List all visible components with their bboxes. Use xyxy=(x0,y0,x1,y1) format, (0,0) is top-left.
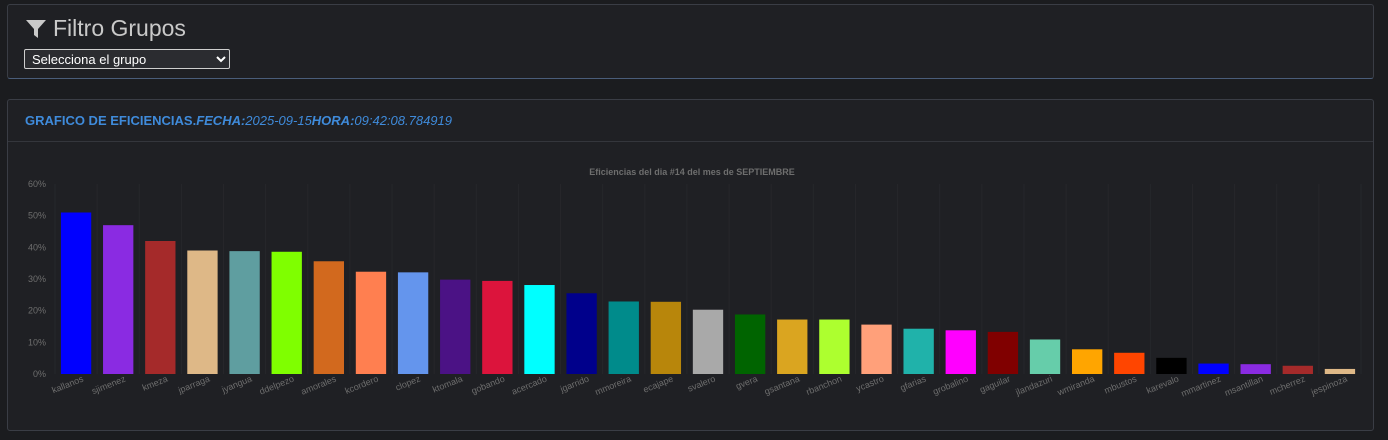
x-tick-label: sjimenez xyxy=(90,373,127,396)
bar-karevalo[interactable] xyxy=(1156,357,1187,374)
filter-heading: Filtro Grupos xyxy=(25,15,186,42)
x-tick-label: ktomala xyxy=(431,374,464,395)
x-tick-label: gobando xyxy=(470,374,506,396)
hora-value: 09:42:08.784919 xyxy=(354,113,453,128)
bar-mmoreira[interactable] xyxy=(608,301,639,374)
bar-clopez[interactable] xyxy=(397,272,429,374)
bar-msantillan[interactable] xyxy=(1240,364,1271,374)
bar-gfarias[interactable] xyxy=(903,328,934,374)
x-tick-label: kmeza xyxy=(141,374,169,393)
chart-bars xyxy=(60,212,1356,375)
fecha-value: 2025-09-15 xyxy=(245,113,312,128)
bar-sjimenez[interactable] xyxy=(103,225,134,374)
bar-ecajape[interactable] xyxy=(650,301,682,374)
bar-mbustos[interactable] xyxy=(1114,352,1145,374)
bar-jlandazuri[interactable] xyxy=(1029,339,1061,374)
bar-kmeza[interactable] xyxy=(145,241,176,374)
hora-label: HORA: xyxy=(311,113,355,128)
bar-mmartinez[interactable] xyxy=(1198,363,1229,374)
bar-acercado[interactable] xyxy=(524,285,555,374)
y-tick-label: 60% xyxy=(28,179,46,189)
chart-grid: 0% 10% 20% 30% 40% 50% 60% xyxy=(28,179,1362,379)
x-tick-label: ecajape xyxy=(642,374,675,395)
efficiency-chart: Eficiencias del dia #14 del mes de SEPTI… xyxy=(28,167,1362,399)
x-tick-label: amorales xyxy=(300,373,339,396)
x-tick-label: gfarias xyxy=(899,373,928,393)
x-tick-label: rbanchon xyxy=(805,374,844,397)
y-tick-label: 50% xyxy=(28,211,46,221)
x-tick-label: jespinoza xyxy=(1309,374,1349,398)
x-tick-label: karevalo xyxy=(1145,374,1180,396)
x-tick-label: jyangua xyxy=(219,374,253,395)
x-tick-label: grobalino xyxy=(931,374,969,397)
bar-rbanchon[interactable] xyxy=(819,319,850,374)
y-tick-label: 30% xyxy=(28,274,46,284)
filter-title: Filtro Grupos xyxy=(53,15,186,41)
bar-kcordero[interactable] xyxy=(355,271,387,374)
x-tick-label: kcordero xyxy=(344,374,380,396)
x-tick-label: gsantana xyxy=(763,374,801,397)
bar-ddelpezo[interactable] xyxy=(271,251,302,374)
heading-lead: GRAFICO DE EFICIENCIAS. xyxy=(25,113,197,128)
filter-panel: Filtro Grupos Selecciona el grupo xyxy=(7,4,1374,79)
y-tick-label: 0% xyxy=(33,369,46,379)
y-tick-label: 10% xyxy=(28,337,46,347)
y-tick-label: 20% xyxy=(28,306,46,316)
bar-jespinoza[interactable] xyxy=(1324,368,1356,374)
x-tick-label: jlandazuri xyxy=(1013,374,1053,398)
bar-jyangua[interactable] xyxy=(229,251,260,374)
bar-wmiranda[interactable] xyxy=(1071,349,1103,374)
x-tick-label: mmoreira xyxy=(593,374,632,398)
bar-gvera[interactable] xyxy=(734,314,766,374)
bar-gaguilar[interactable] xyxy=(987,331,1019,374)
filter-icon xyxy=(26,19,46,38)
bar-jgarrido[interactable] xyxy=(566,293,597,374)
bar-gsantana[interactable] xyxy=(777,319,808,374)
x-tick-label: jparraga xyxy=(176,374,211,396)
bar-svalero[interactable] xyxy=(692,309,724,374)
group-select[interactable]: Selecciona el grupo xyxy=(24,49,230,69)
x-tick-label: mbustos xyxy=(1103,373,1139,395)
bar-jparraga[interactable] xyxy=(187,250,218,375)
bar-ycastro[interactable] xyxy=(861,324,892,374)
chart-title: Eficiencias del dia #14 del mes de SEPTI… xyxy=(589,167,795,177)
x-tick-label: msantillan xyxy=(1223,374,1264,398)
bar-amorales[interactable] xyxy=(313,261,345,374)
x-tick-label: ycastro xyxy=(855,374,886,394)
x-tick-label: gvera xyxy=(734,374,759,392)
x-tick-label: ddelpezo xyxy=(258,374,296,397)
bar-ktomala[interactable] xyxy=(440,279,471,374)
x-tick-label: wmiranda xyxy=(1055,374,1096,398)
bar-gobando[interactable] xyxy=(482,280,513,374)
x-tick-label: acercado xyxy=(510,374,548,397)
x-tick-label: svalero xyxy=(686,374,717,394)
x-tick-label: mcherrez xyxy=(1268,373,1307,397)
bar-kallanos[interactable] xyxy=(60,212,92,375)
bar-mcherrez[interactable] xyxy=(1282,365,1313,374)
x-tick-label: mmartinez xyxy=(1180,373,1223,398)
x-tick-label: jgarrido xyxy=(558,374,591,395)
chart-x-labels: kallanos sjimenez kmeza jparraga jyangua ddel… xyxy=(50,373,1348,398)
chart-panel-heading: GRAFICO DE EFICIENCIAS. FECHA: 2025-09-1… xyxy=(8,100,1373,142)
x-tick-label: clopez xyxy=(394,373,422,392)
x-tick-label: gaguilar xyxy=(978,374,1011,395)
bar-grobalino[interactable] xyxy=(945,330,976,374)
chart-panel: GRAFICO DE EFICIENCIAS. FECHA: 2025-09-1… xyxy=(7,99,1374,431)
x-tick-label: kallanos xyxy=(50,373,85,395)
fecha-label: FECHA: xyxy=(196,113,246,128)
y-tick-label: 40% xyxy=(28,242,46,252)
